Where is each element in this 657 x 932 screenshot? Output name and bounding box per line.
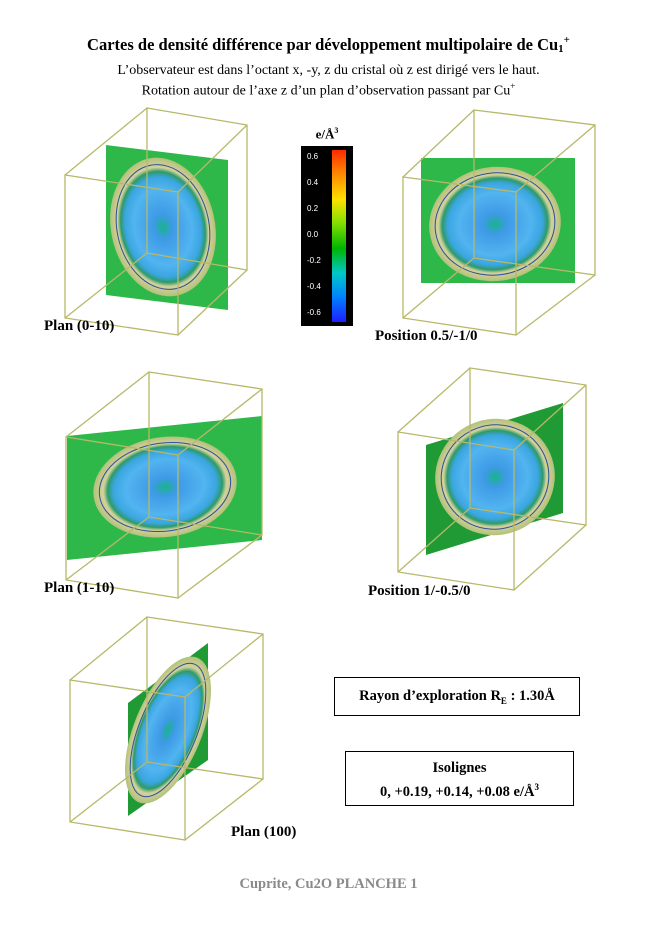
page-title: Cartes de densité différence par dévelop…: [87, 34, 570, 55]
colorbar-tick-label: -0.6: [307, 308, 321, 317]
crystal-cube: [397, 367, 587, 591]
colorbar: 0.6 0.4 0.2 0.0 -0.2 -0.4 -0.6: [301, 146, 353, 326]
colorbar-tick-label: 0.2: [307, 204, 319, 213]
colorbar-tick-label: -0.4: [307, 282, 321, 291]
label-position-0-5-1-0: Position 0.5/-1/0: [375, 328, 478, 344]
colorbar-unit: e/Å3: [315, 126, 339, 142]
colorbar-scale: [332, 150, 346, 322]
footer-plate: Cuprite, Cu2O PLANCHE 1: [239, 876, 418, 892]
label-plan-0-10: Plan (0-10): [44, 318, 115, 334]
isoline: [129, 662, 207, 798]
density-map: [429, 166, 561, 282]
label-position-1-0-5-0: Position 1/-0.5/0: [368, 583, 471, 599]
panel-position-0-5-1-0: [402, 109, 596, 336]
crystal-cube: [65, 371, 263, 599]
panel-plan-1-10: [65, 371, 263, 599]
panel-plan-100: [69, 616, 264, 841]
isoline: [434, 172, 556, 276]
isolines-box: Isolignes 0, +0.19, +0.14, +0.08 e/Å3: [345, 751, 574, 806]
isoline: [440, 424, 550, 530]
density-map: [435, 418, 555, 536]
density-map: [93, 436, 237, 538]
panel-plan-0-10: [64, 107, 248, 336]
colorbar-tick-label: -0.2: [307, 256, 321, 265]
isolines-title: Isolignes: [432, 760, 487, 776]
label-plan-1-10: Plan (1-10): [44, 580, 115, 596]
isoline: [115, 164, 211, 290]
subtitle-observer: L’observateur est dans l’octant x, -y, z…: [117, 63, 540, 78]
colorbar-tick-label: 0.0: [307, 230, 319, 239]
crystal-cube: [69, 616, 264, 841]
subtitle-rotation: Rotation autour de l’axe z d’un plan d’o…: [141, 81, 516, 99]
crystal-cube: [402, 109, 596, 336]
isolines-values: 0, +0.19, +0.14, +0.08 e/Å3: [380, 782, 539, 800]
density-map: [125, 656, 211, 804]
label-plan-100: Plan (100): [231, 824, 297, 840]
exploration-radius-box: Rayon d’exploration RE : 1.30Å: [334, 677, 580, 716]
isoline: [98, 441, 232, 533]
crystal-cube: [64, 107, 248, 336]
colorbar-tick-label: 0.4: [307, 178, 319, 187]
panel-position-1-0-5-0: [397, 367, 587, 591]
colorbar-tick-label: 0.6: [307, 152, 319, 161]
